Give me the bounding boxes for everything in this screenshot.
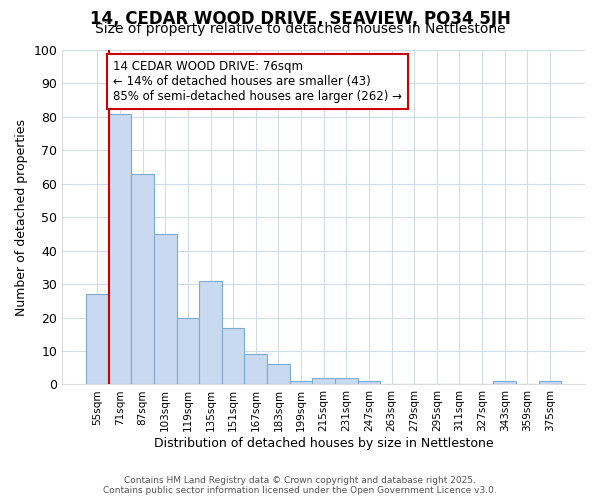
X-axis label: Distribution of detached houses by size in Nettlestone: Distribution of detached houses by size …	[154, 437, 493, 450]
Text: 14 CEDAR WOOD DRIVE: 76sqm
← 14% of detached houses are smaller (43)
85% of semi: 14 CEDAR WOOD DRIVE: 76sqm ← 14% of deta…	[113, 60, 402, 103]
Bar	[154, 234, 176, 384]
Bar	[109, 114, 131, 384]
Bar	[86, 294, 109, 384]
Bar	[335, 378, 358, 384]
Y-axis label: Number of detached properties: Number of detached properties	[15, 118, 28, 316]
Bar	[222, 328, 244, 384]
Bar	[176, 318, 199, 384]
Bar	[244, 354, 267, 384]
Bar	[493, 381, 516, 384]
Bar	[267, 364, 290, 384]
Bar	[358, 381, 380, 384]
Bar	[539, 381, 561, 384]
Text: 14, CEDAR WOOD DRIVE, SEAVIEW, PO34 5JH: 14, CEDAR WOOD DRIVE, SEAVIEW, PO34 5JH	[89, 10, 511, 28]
Text: Contains HM Land Registry data © Crown copyright and database right 2025.
Contai: Contains HM Land Registry data © Crown c…	[103, 476, 497, 495]
Bar	[199, 281, 222, 384]
Bar	[131, 174, 154, 384]
Bar	[290, 381, 313, 384]
Text: Size of property relative to detached houses in Nettlestone: Size of property relative to detached ho…	[95, 22, 505, 36]
Bar	[313, 378, 335, 384]
